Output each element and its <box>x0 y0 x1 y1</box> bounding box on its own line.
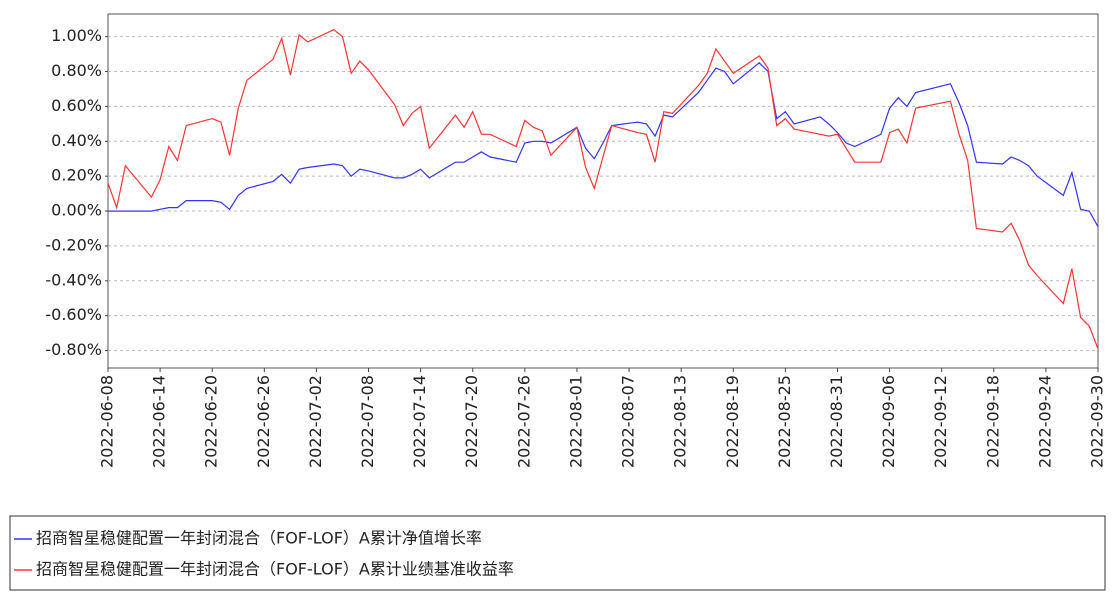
x-tick-label: 2022-09-18 <box>983 375 1002 468</box>
x-tick-label: 2022-08-25 <box>775 375 794 468</box>
y-tick-label: -0.20% <box>45 235 102 254</box>
x-tick-label: 2022-08-07 <box>619 375 638 468</box>
y-tick-label: 0.40% <box>51 131 102 150</box>
plot-area <box>107 13 1099 369</box>
x-tick-label: 2022-07-02 <box>306 375 325 468</box>
x-tick-label: 2022-07-08 <box>358 375 377 468</box>
x-tick-label: 2022-08-31 <box>827 375 846 468</box>
x-tick-label: 2022-07-14 <box>410 375 429 468</box>
y-tick-label: 0.60% <box>51 96 102 115</box>
y-tick-label: 1.00% <box>51 26 102 45</box>
x-tick-label: 2022-06-20 <box>202 375 221 468</box>
legend <box>9 515 1106 591</box>
x-tick-label: 2022-09-06 <box>879 375 898 468</box>
series-line <box>107 28 1099 350</box>
x-tick-label: 2022-09-12 <box>931 375 950 468</box>
x-tick-label: 2022-09-30 <box>1088 375 1107 468</box>
x-tick-label: 2022-07-26 <box>514 375 533 468</box>
x-tick-label: 2022-08-01 <box>566 375 585 468</box>
x-tick-label: 2022-08-13 <box>671 375 690 468</box>
x-tick-label: 2022-09-24 <box>1035 375 1054 468</box>
y-tick-label: -0.40% <box>45 270 102 289</box>
series-line <box>108 61 1099 227</box>
x-tick-label: 2022-07-20 <box>462 375 481 468</box>
y-tick-label: -0.80% <box>45 340 102 359</box>
x-tick-label: 2022-08-19 <box>723 375 742 468</box>
y-tick-label: 0.00% <box>51 201 102 220</box>
x-tick-label: 2022-06-08 <box>98 375 117 468</box>
legend-label: 招商智星稳健配置一年封闭混合（FOF-LOF）A累计业绩基准收益率 <box>36 560 514 579</box>
x-tick-label: 2022-06-14 <box>150 375 169 468</box>
x-tick-label: 2022-06-26 <box>254 375 273 468</box>
y-tick-label: -0.60% <box>45 305 102 324</box>
y-tick-label: 0.20% <box>51 166 102 185</box>
y-tick-label: 0.80% <box>51 61 102 80</box>
legend-label: 招商智星稳健配置一年封闭混合（FOF-LOF）A累计净值增长率 <box>36 529 482 548</box>
